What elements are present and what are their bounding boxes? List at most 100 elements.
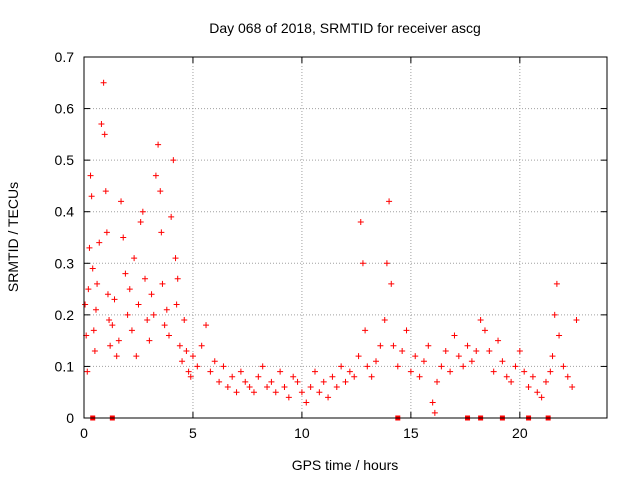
data-point — [89, 265, 96, 272]
data-point — [569, 384, 576, 391]
data-point — [447, 368, 454, 375]
data-point — [311, 368, 318, 375]
data-point — [390, 342, 397, 349]
data-point — [573, 317, 580, 324]
y-tick-label: 0.4 — [55, 204, 75, 220]
data-point — [87, 172, 94, 179]
data-point — [106, 317, 113, 324]
data-point — [133, 353, 140, 360]
data-point — [207, 368, 214, 375]
x-tick-label: 15 — [403, 425, 419, 441]
data-point — [362, 327, 369, 334]
data-point — [383, 260, 390, 267]
data-point — [115, 337, 122, 344]
data-point — [146, 337, 153, 344]
data-point — [359, 260, 366, 267]
data-point — [303, 399, 310, 406]
data-point — [157, 188, 164, 195]
data-point — [468, 358, 475, 365]
data-point — [407, 368, 414, 375]
data-point — [399, 347, 406, 354]
data-point — [556, 332, 563, 339]
data-point — [148, 291, 155, 298]
data-point — [425, 342, 432, 349]
data-point — [96, 239, 103, 246]
data-point — [101, 131, 108, 138]
data-point — [499, 358, 506, 365]
data-point — [259, 363, 266, 370]
data-point — [250, 389, 257, 396]
data-point — [268, 378, 275, 385]
data-point — [137, 219, 144, 226]
data-point — [94, 280, 101, 287]
data-point — [281, 384, 288, 391]
data-point — [460, 363, 467, 370]
data-point — [373, 358, 380, 365]
data-point — [111, 296, 118, 303]
chart-title: Day 068 of 2018, SRMTID for receiver asc… — [209, 20, 481, 36]
x-tick-label: 5 — [189, 425, 197, 441]
data-point — [194, 363, 201, 370]
data-point — [174, 275, 181, 282]
data-point — [277, 368, 284, 375]
data-point — [560, 363, 567, 370]
data-point — [198, 342, 205, 349]
data-point — [109, 322, 116, 329]
data-point — [86, 244, 93, 251]
data-point — [122, 270, 129, 277]
data-point — [165, 332, 172, 339]
data-point — [172, 255, 179, 262]
data-point — [429, 399, 436, 406]
data-point — [185, 368, 192, 375]
data-point — [150, 311, 157, 318]
data-point — [152, 172, 159, 179]
data-point — [120, 234, 127, 241]
data-point — [224, 384, 231, 391]
data-point — [285, 394, 292, 401]
data-point — [420, 358, 427, 365]
data-point — [320, 378, 327, 385]
data-point — [179, 358, 186, 365]
data-point — [92, 306, 99, 313]
data-point — [553, 280, 560, 287]
data-point — [495, 337, 502, 344]
data-point — [216, 378, 223, 385]
data-point — [481, 327, 488, 334]
data-point — [82, 301, 89, 308]
data-point — [131, 255, 138, 262]
data-point — [386, 198, 393, 205]
data-point — [155, 141, 162, 148]
data-point — [170, 157, 177, 164]
data-point — [394, 363, 401, 370]
data-point — [542, 378, 549, 385]
y-tick-label: 0.1 — [55, 358, 75, 374]
data-point — [255, 373, 262, 380]
data-point — [203, 322, 210, 329]
data-point — [516, 347, 523, 354]
data-point — [503, 373, 510, 380]
data-point — [438, 363, 445, 370]
data-point — [388, 280, 395, 287]
y-tick-label: 0.5 — [55, 152, 75, 168]
data-point — [377, 342, 384, 349]
data-point — [246, 384, 253, 391]
data-point — [434, 378, 441, 385]
data-point — [351, 373, 358, 380]
data-point — [100, 79, 107, 86]
data-point — [187, 373, 194, 380]
plot-frame — [83, 56, 608, 419]
data-point — [264, 384, 271, 391]
data-point — [163, 306, 170, 313]
data-point — [211, 358, 218, 365]
data-point — [294, 378, 301, 385]
data-point — [464, 342, 471, 349]
y-tick-label: 0.3 — [55, 255, 75, 271]
data-point — [490, 368, 497, 375]
data-point — [84, 368, 91, 375]
data-point — [551, 311, 558, 318]
axis-ticks: 0 0.1 0.2 0.3 0.4 0.5 0.6 0.7 0 5 10 15 20 — [55, 49, 607, 441]
data-point — [547, 368, 554, 375]
